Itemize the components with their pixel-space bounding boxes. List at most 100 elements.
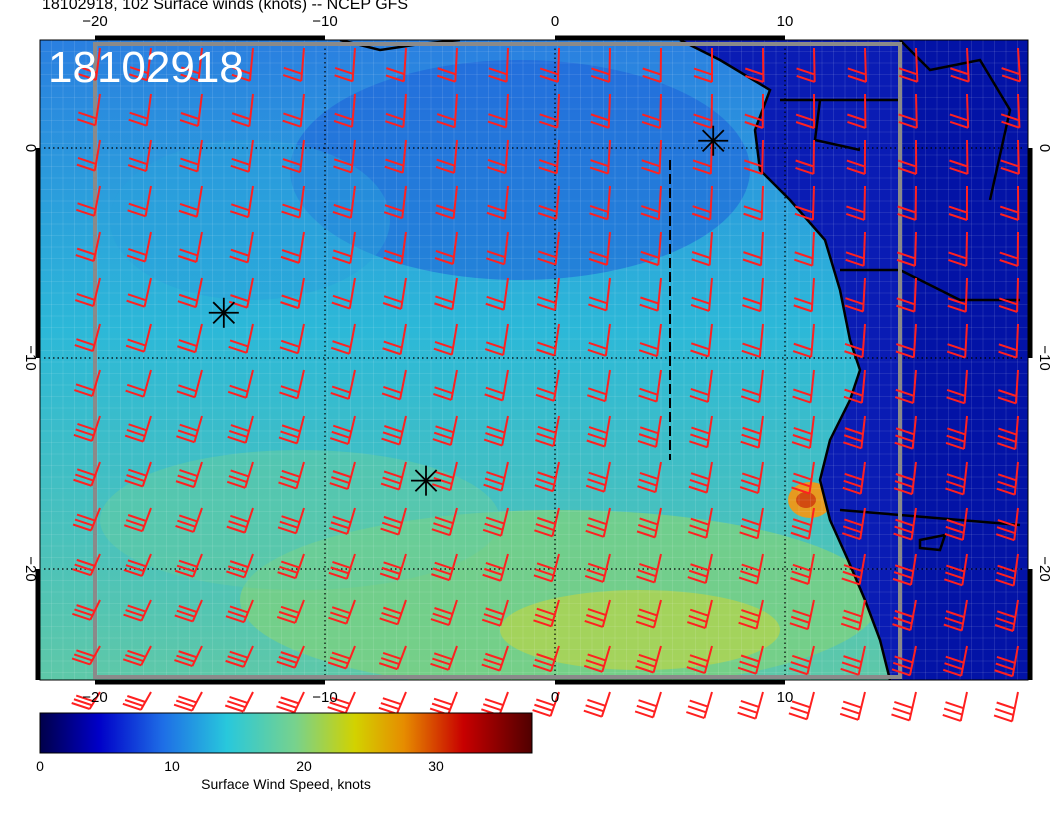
wind-barb bbox=[539, 47, 560, 83]
date-stamp: 18102918 bbox=[48, 43, 244, 92]
wind-barb bbox=[487, 139, 509, 175]
wind-barb bbox=[942, 691, 968, 722]
wind-barb bbox=[481, 645, 509, 672]
wind-barb bbox=[993, 691, 1019, 723]
wind-barb bbox=[434, 277, 458, 311]
wind-barb bbox=[123, 553, 152, 577]
wind-barb bbox=[176, 415, 203, 444]
wind-barb bbox=[486, 185, 509, 220]
wind-barb bbox=[942, 645, 968, 677]
colorbar-tick-label: 10 bbox=[164, 758, 180, 774]
wind-barb bbox=[846, 139, 866, 175]
wind-barb bbox=[329, 461, 356, 490]
wind-barb bbox=[583, 645, 611, 673]
wind-barb bbox=[946, 323, 968, 359]
wind-barb bbox=[332, 185, 356, 219]
wind-barb bbox=[436, 93, 458, 129]
storm-markers bbox=[208, 125, 729, 496]
wind-barb bbox=[535, 415, 560, 448]
wind-barb bbox=[538, 139, 560, 175]
wind-barb bbox=[589, 185, 611, 221]
wind-barb bbox=[224, 691, 254, 713]
wind-barb bbox=[950, 47, 970, 83]
wind-barb bbox=[842, 461, 866, 495]
axis-bars bbox=[35, 35, 1033, 685]
wind-barb bbox=[637, 461, 662, 494]
wind-barb bbox=[892, 599, 917, 632]
wind-barb bbox=[382, 277, 407, 310]
wind-barb bbox=[583, 691, 611, 718]
wind-barb bbox=[279, 323, 305, 355]
wind-barb bbox=[792, 369, 815, 404]
wind-barb bbox=[533, 553, 560, 583]
wind-barb bbox=[994, 599, 1019, 632]
wind-barb bbox=[282, 93, 305, 128]
wind-barb bbox=[737, 691, 764, 720]
wind-barb bbox=[998, 277, 1019, 313]
wind-barb bbox=[75, 185, 101, 217]
wind-barb bbox=[535, 369, 560, 402]
wind-barb bbox=[944, 507, 968, 541]
graticule bbox=[44, 44, 1024, 678]
wind-barb bbox=[75, 231, 101, 262]
wind-barb bbox=[378, 691, 407, 715]
wind-barb bbox=[124, 461, 152, 488]
wind-barb bbox=[278, 415, 305, 445]
right-tick-label: −10 bbox=[1036, 345, 1053, 370]
wind-barb bbox=[584, 553, 611, 583]
wind-barb bbox=[690, 277, 713, 312]
right-tick-label: 0 bbox=[1036, 144, 1053, 152]
wind-barb bbox=[793, 277, 815, 313]
wind-barb bbox=[794, 185, 815, 221]
wind-barb bbox=[636, 507, 662, 539]
wind-barb bbox=[177, 277, 203, 309]
wind-barb bbox=[895, 323, 917, 359]
colorbar-title: Surface Wind Speed, knots bbox=[201, 776, 371, 792]
wind-barb bbox=[484, 369, 509, 402]
wind-barb bbox=[744, 93, 764, 129]
wind-barb bbox=[123, 507, 152, 533]
wind-barb bbox=[122, 691, 152, 711]
wind-barb bbox=[537, 231, 560, 266]
wind-barb bbox=[790, 553, 815, 585]
wind-barb bbox=[432, 415, 458, 447]
wind-barb bbox=[73, 461, 101, 487]
wind-barb bbox=[796, 47, 816, 83]
wind-barb bbox=[537, 185, 560, 220]
wind-barb bbox=[328, 553, 356, 580]
wind-barb bbox=[945, 461, 968, 496]
wind-barb bbox=[845, 231, 866, 267]
wind-barb bbox=[999, 231, 1019, 267]
wind-barb bbox=[429, 691, 458, 716]
wind-barb bbox=[636, 553, 662, 584]
wind-barb bbox=[231, 47, 254, 82]
wind-barb bbox=[280, 231, 305, 264]
wind-barb bbox=[794, 231, 815, 267]
wind-barb bbox=[795, 93, 816, 129]
wind-barb bbox=[430, 599, 458, 626]
wind-barb bbox=[331, 277, 356, 310]
wind-barb bbox=[896, 277, 917, 313]
wind-barb bbox=[536, 277, 560, 312]
wind-barb bbox=[539, 93, 560, 129]
wind-barb bbox=[949, 93, 970, 129]
wind-barb bbox=[229, 185, 254, 219]
wind-barb bbox=[127, 139, 152, 172]
wind-barb bbox=[585, 461, 611, 493]
wind-barb bbox=[589, 139, 611, 175]
wind-barb bbox=[997, 415, 1019, 451]
wind-barb bbox=[76, 139, 101, 172]
wind-barb bbox=[995, 507, 1019, 542]
wind-barb bbox=[898, 47, 919, 83]
wind-barb bbox=[72, 507, 101, 532]
wind-barb bbox=[383, 185, 407, 220]
wind-barb bbox=[276, 691, 305, 714]
wind-barb bbox=[128, 47, 152, 82]
wind-barb bbox=[635, 645, 662, 674]
wind-barb bbox=[947, 277, 968, 313]
wind-barb bbox=[71, 645, 101, 666]
wind-barb bbox=[279, 369, 305, 400]
wind-barb bbox=[790, 507, 815, 540]
wind-barb bbox=[328, 599, 356, 625]
wind-barb bbox=[178, 185, 203, 218]
